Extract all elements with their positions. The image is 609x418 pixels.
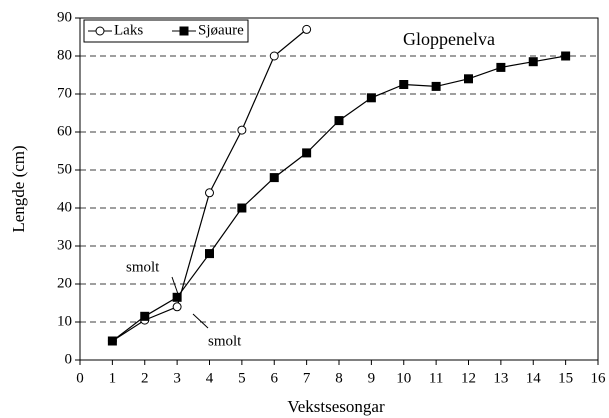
- y-tick-label: 20: [57, 275, 72, 291]
- x-tick-label: 3: [173, 370, 181, 386]
- y-tick-label: 70: [57, 85, 72, 101]
- marker: [237, 125, 247, 135]
- x-tick-label: 16: [591, 370, 607, 386]
- legend-marker: [179, 26, 189, 36]
- marker: [172, 292, 182, 302]
- line: [112, 28, 308, 342]
- legend-box: [83, 19, 249, 43]
- marker: [205, 249, 214, 259]
- marker: [561, 51, 571, 61]
- x-tick-label: 10: [396, 370, 411, 386]
- marker: [107, 336, 117, 346]
- marker: [528, 57, 538, 67]
- y-axis-title: Lengde (cm): [9, 145, 28, 232]
- annotation: Gloppenelva: [403, 29, 495, 49]
- legend-label: Sjøaure: [198, 22, 244, 38]
- legend-label: Laks: [114, 22, 143, 38]
- x-tick-label: 4: [206, 370, 214, 386]
- x-tick-label: 6: [271, 370, 279, 386]
- x-tick-label: 8: [335, 370, 343, 386]
- marker: [399, 80, 409, 89]
- y-tick-label: 30: [57, 237, 72, 253]
- marker: [464, 74, 473, 84]
- x-axis-title: Vekstsesongar: [287, 397, 385, 416]
- marker: [431, 81, 441, 91]
- marker: [140, 311, 150, 321]
- marker: [302, 24, 312, 34]
- x-tick-label: 11: [429, 370, 443, 386]
- marker: [269, 173, 279, 183]
- marker: [205, 188, 214, 198]
- legend-marker: [95, 26, 105, 36]
- x-tick-label: 14: [526, 370, 542, 386]
- x-tick-label: 9: [368, 370, 376, 386]
- y-tick-label: 80: [57, 47, 72, 63]
- marker: [237, 203, 247, 213]
- y-tick-label: 90: [57, 9, 72, 25]
- y-tick-label: 40: [57, 199, 72, 215]
- marker: [269, 51, 279, 61]
- annotation: smolt: [126, 259, 160, 275]
- x-tick-label: 0: [76, 370, 84, 386]
- y-tick-label: 0: [65, 351, 73, 367]
- marker: [172, 302, 182, 312]
- marker: [366, 93, 376, 103]
- annotation-arrow: [192, 313, 209, 329]
- plot-frame: [79, 17, 599, 361]
- x-tick-label: 2: [141, 370, 149, 386]
- x-tick-label: 5: [238, 370, 246, 386]
- x-tick-label: 13: [493, 370, 508, 386]
- x-tick-label: 15: [558, 370, 573, 386]
- y-tick-label: 50: [57, 161, 72, 177]
- marker: [302, 148, 312, 158]
- x-tick-label: 12: [461, 370, 476, 386]
- marker: [496, 62, 506, 72]
- marker: [334, 116, 344, 126]
- x-tick-label: 7: [303, 370, 311, 386]
- y-tick-label: 10: [57, 313, 72, 329]
- y-tick-label: 60: [57, 123, 72, 139]
- annotation-arrow: [171, 276, 179, 295]
- annotation: smolt: [208, 333, 242, 349]
- x-tick-label: 1: [109, 370, 117, 386]
